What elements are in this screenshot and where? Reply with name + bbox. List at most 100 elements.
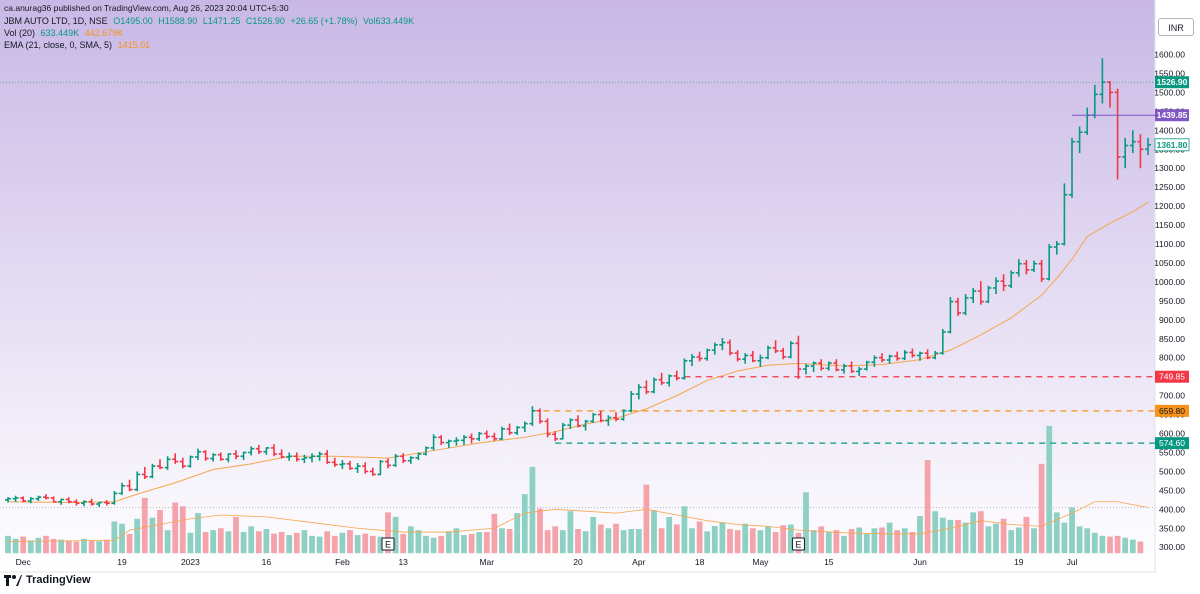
price-axis[interactable]: 300.00 350.00 400.00 450.00 500.00 550.00 600.… [1154,0,1200,572]
ohlc-bar [985,285,992,304]
time-tick-label: 13 [398,557,408,567]
ohlc-bar [962,294,969,316]
volume-bar [141,497,148,554]
volume-bar [590,516,597,554]
ohlc-bar [225,453,232,463]
volume-bar [483,532,490,554]
ohlc-bar [856,366,863,376]
volume-bar [331,535,338,554]
volume-bar [734,530,741,554]
time-tick-label: 2023 [181,557,200,567]
volume-bar [179,506,186,554]
ohlc-bar [780,347,787,360]
ohlc-bar [1015,259,1022,277]
ohlc-bar [765,345,771,360]
volume-bar [50,538,57,554]
volume-bar [491,513,498,554]
volume-indicator-value: 633.449K [40,28,80,38]
ohlc-bar [73,499,80,506]
ohlc-bar [696,351,703,362]
volume-bar [1091,532,1098,554]
volume-bar [514,513,521,554]
volume-bar [58,539,65,554]
volume-layer [5,425,1144,554]
ohlc-bar [81,500,87,507]
volume-bar [1099,535,1106,554]
ohlc-bar [833,359,840,372]
volume-bar [863,533,870,554]
price-axis-background [1156,0,1200,572]
volume-indicator-label: Vol (20) [4,28,36,38]
volume-bar [499,528,505,554]
volume-bar [643,484,650,554]
volume-bar [985,526,992,554]
tradingview-logo[interactable]: TradingView [4,574,91,586]
ohlc-bar [605,415,612,426]
price-tick-label: 850.00 [1159,334,1185,344]
price-tick-label: 600.00 [1159,429,1185,439]
volume-bar [73,541,80,554]
ohlc-bar [1129,130,1136,154]
price-tick-label: 800.00 [1159,353,1185,363]
ohlc-bar [841,363,847,374]
level-price-text: 659.80 [1159,406,1185,416]
volume-bar [400,533,407,554]
time-axis[interactable]: Dec 19 2023 16 Feb 13 Mar 20 Apr 18 May 15 Jun 19 Jul [16,557,1078,567]
ohlc-bar [993,277,999,295]
ohlc-bar [567,418,574,429]
ohlc-bar [248,446,255,456]
time-tick-label: May [752,557,769,567]
volume-bar [772,532,779,554]
ohlc-bar [901,350,908,360]
volume-bar [879,527,885,554]
price-tick-label: 300.00 [1159,542,1185,552]
volume-bar [103,539,110,554]
legend-low: L1471.25 [202,16,241,26]
volume-bar [818,526,825,554]
ohlc-bar [590,413,597,423]
volume-bar [316,536,323,554]
price-tag [1155,76,1189,89]
ohlc-bar [453,437,460,446]
volume-bar [255,531,262,554]
ohlc-bar [354,463,361,473]
volume-bar [1015,527,1022,554]
ohlc-bar [134,471,141,492]
volume-bar [210,530,217,554]
ohlc-bar [126,479,133,492]
volume-bar [438,535,445,554]
volume-bar [354,535,361,554]
ohlc-bar [385,458,391,469]
volume-bar [970,512,977,554]
ohlc-bar [499,426,505,441]
ohlc-bar [445,439,452,448]
price-tick-label: 1400.00 [1154,125,1185,135]
ohlc-bar [970,287,977,304]
price-tick-label: 950.00 [1159,296,1185,306]
volume-bar [27,540,34,554]
volume-bar [309,535,315,554]
time-tick-label: 19 [1014,557,1024,567]
ohlc-bar [339,460,346,470]
currency-button[interactable]: INR [1158,18,1194,36]
ohlc-bar [1114,88,1121,180]
ohlc-bar [658,372,665,386]
ohlc-bar [202,450,209,461]
volume-bar [810,530,817,554]
ohlc-bar [331,457,338,467]
ema-indicator-label: EMA (21, close, 0, SMA, 5) [4,40,113,50]
volume-bar [1031,528,1037,554]
ohlc-bar [149,463,156,479]
ohlc-bar [483,430,490,439]
symbol-legend: JBM AUTO LTD, 1D, NSE O1495.00 H1588.90 … [4,15,417,27]
volume-bar [552,526,559,554]
ohlc-bar [651,377,657,394]
price-tick-label: 900.00 [1159,315,1185,325]
volume-bar [841,535,847,554]
volume-bar [1107,536,1113,554]
volume-bar [765,526,771,554]
volume-bar [20,536,27,554]
ohlc-bar [620,409,627,421]
